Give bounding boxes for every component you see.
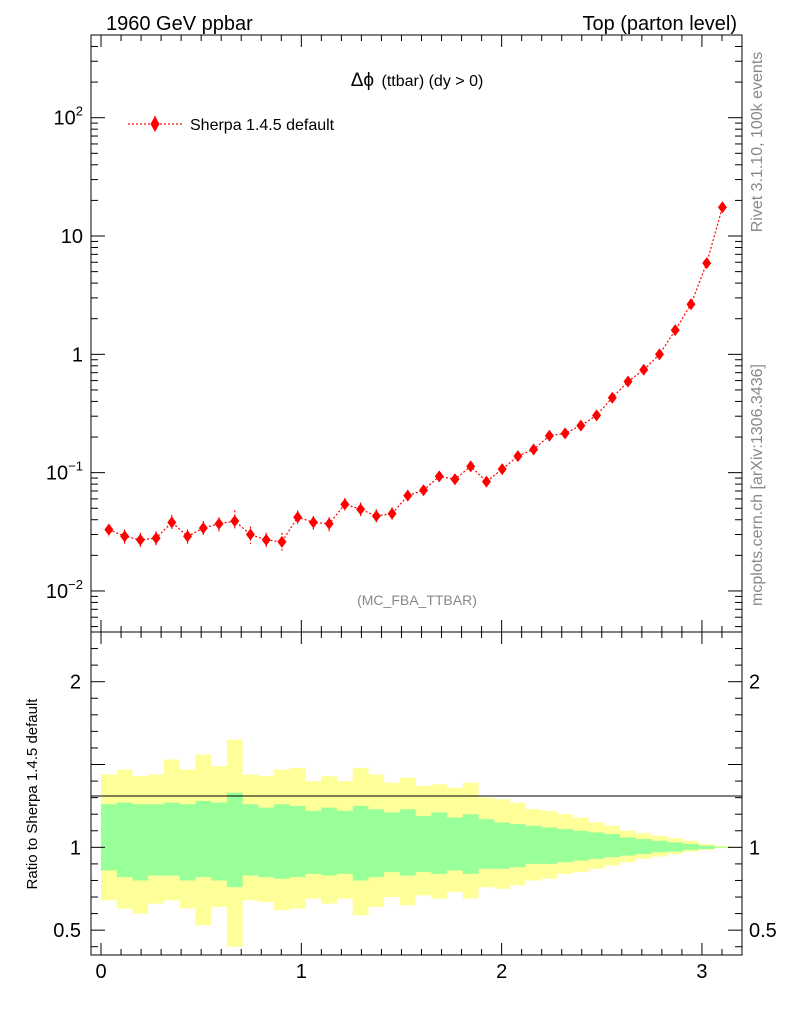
data-point (481, 475, 491, 488)
data-point (513, 450, 523, 463)
data-point (592, 409, 602, 422)
ratio-panel-frame (90, 631, 743, 956)
data-point (466, 460, 476, 473)
y-tick-label: 102 (54, 104, 83, 130)
data-point (135, 533, 145, 546)
ratio-y-tick-label: 1 (70, 837, 81, 859)
data-point (230, 515, 240, 528)
series-line (108, 207, 724, 543)
rivet-label: Rivet 3.1.10, 100k events (749, 52, 766, 233)
data-point (371, 510, 381, 523)
chart-title-symbol: Δϕ (351, 70, 374, 91)
analysis-annotation: (MC_FBA_TTBAR) (357, 592, 477, 608)
ratio-y-tick-label-right: 2 (749, 672, 760, 694)
data-point (245, 528, 255, 541)
data-point (183, 530, 193, 543)
data-point (434, 470, 444, 483)
data-point (356, 503, 366, 516)
data-point (277, 535, 287, 548)
data-point (308, 516, 318, 529)
y-tick-label: 10−1 (46, 459, 83, 485)
data-point (717, 201, 727, 214)
data-point (340, 498, 350, 511)
data-point (560, 427, 570, 440)
data-point (167, 516, 177, 529)
ratio-y-tick-label: 0.5 (53, 920, 81, 942)
series-sherpa-1-4-5-default (104, 201, 727, 551)
ratio-axes: 0.5 0.5 1 1 2 2 0 1 2 3 (53, 632, 777, 983)
legend-marker-diamond (150, 116, 160, 132)
data-point (686, 298, 696, 311)
data-point (151, 532, 161, 545)
data-point (639, 363, 649, 376)
data-point (214, 517, 224, 530)
legend-label: Sherpa 1.4.5 default (190, 117, 335, 134)
data-point (120, 530, 130, 543)
chart-title: Δϕ (ttbar) (dy > 0) (351, 70, 484, 91)
data-point (623, 375, 633, 388)
x-tick-label: 1 (296, 961, 307, 983)
legend: Sherpa 1.4.5 default (128, 116, 335, 134)
data-point (293, 511, 303, 524)
data-point (104, 523, 114, 536)
ratio-y-tick-label-right: 1 (749, 837, 760, 859)
data-point (419, 484, 429, 497)
x-tick-label: 2 (496, 961, 507, 983)
data-point (403, 489, 413, 502)
x-tick-label: 3 (696, 961, 707, 983)
data-point (576, 419, 586, 432)
data-point (702, 257, 712, 270)
data-point (607, 391, 617, 404)
ratio-y-tick-label: 2 (70, 672, 81, 694)
inner-uncertainty-band (101, 792, 731, 888)
data-point (544, 429, 554, 442)
data-point (497, 463, 507, 476)
data-point (450, 473, 460, 486)
y-tick-label: 10 (61, 226, 83, 248)
mcplots-label: mcplots.cern.ch [arXiv:1306.3436] (749, 364, 766, 606)
data-point (324, 517, 334, 530)
y-tick-label: 10−2 (46, 577, 83, 603)
data-point (198, 522, 208, 535)
x-tick-label: 0 (95, 961, 106, 983)
ratio-y-axis-label: Ratio to Sherpa 1.4.5 default (24, 698, 41, 890)
chart-title-text: (ttbar) (dy > 0) (381, 73, 483, 90)
data-point (655, 348, 665, 361)
data-point (387, 507, 397, 520)
main-panel-frame (90, 34, 743, 633)
header-left: 1960 GeV ppbar (106, 13, 253, 35)
data-point (261, 533, 271, 546)
data-point (670, 324, 680, 337)
y-tick-label: 1 (72, 344, 83, 366)
ratio-y-tick-label-right: 0.5 (749, 920, 777, 942)
header-right: Top (parton level) (582, 13, 737, 35)
main-y-axis: 10−2 10−1 1 10 102 (46, 34, 743, 632)
data-point (529, 443, 539, 456)
ratio-uncertainty-bands (101, 739, 731, 947)
